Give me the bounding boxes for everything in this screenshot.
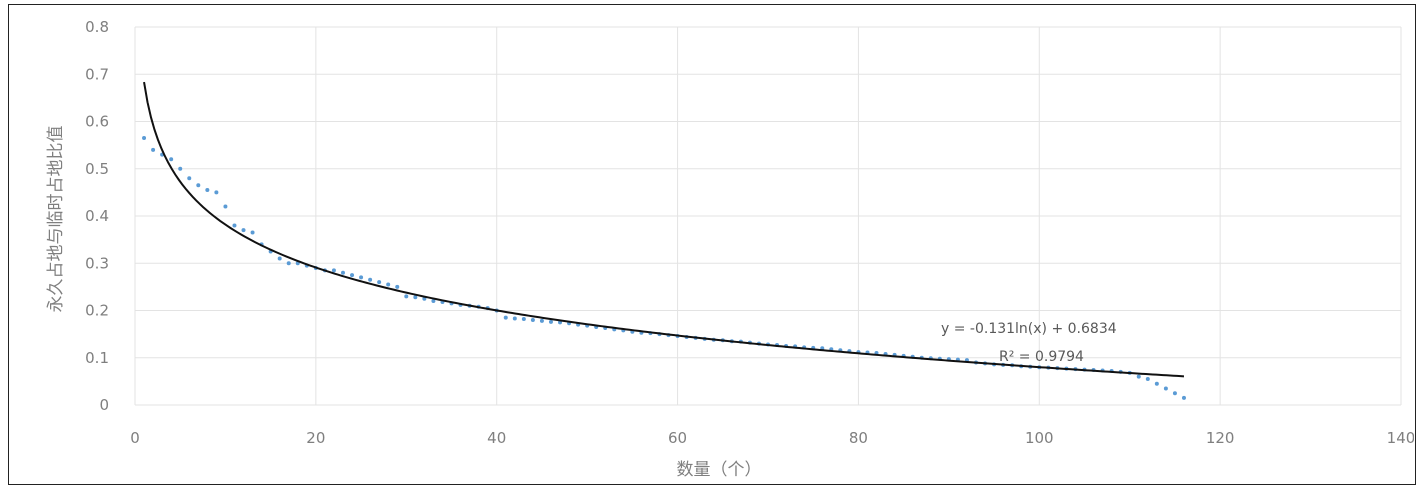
x-tick-label: 40 — [487, 429, 506, 447]
x-tick-label: 120 — [1206, 429, 1235, 447]
data-point — [386, 282, 391, 287]
trendline — [143, 81, 1185, 378]
data-point — [539, 318, 544, 323]
data-point — [187, 176, 192, 181]
data-point — [377, 280, 382, 285]
trend-layer — [143, 81, 1185, 378]
y-tick-label: 0.4 — [85, 207, 109, 225]
x-tick-label: 140 — [1387, 429, 1414, 447]
data-point — [223, 204, 228, 209]
grid-layer — [134, 26, 1402, 406]
x-tick-label: 0 — [130, 429, 140, 447]
data-point — [530, 317, 535, 322]
y-tick-label: 0.3 — [85, 254, 109, 272]
data-point — [1154, 381, 1159, 386]
data-point — [431, 299, 436, 304]
data-point — [404, 294, 409, 299]
data-point — [395, 284, 400, 289]
data-point — [196, 183, 201, 188]
data-point — [1181, 395, 1186, 400]
data-point — [286, 261, 291, 266]
data-point — [241, 228, 246, 233]
data-point — [151, 147, 156, 152]
trendline-equation: y = -0.131ln(x) + 0.6834 — [941, 321, 1117, 337]
x-axis-title: 数量（个） — [677, 460, 762, 480]
data-point — [368, 277, 373, 282]
data-point — [331, 268, 336, 273]
data-point — [1145, 377, 1150, 382]
y-tick-label: 0.1 — [85, 349, 109, 367]
y-tick-label: 0.2 — [85, 302, 109, 320]
data-point — [142, 136, 147, 141]
chart-svg: 0 0.1 0.2 0.3 0.4 0.5 0.6 0.7 0.8 0 20 40 60 80 100 120… — [46, 18, 1414, 480]
data-point — [548, 319, 553, 324]
data-point — [1172, 391, 1177, 396]
y-tick-label: 0.7 — [85, 65, 109, 83]
x-tick-label: 80 — [849, 429, 868, 447]
data-point — [350, 273, 355, 278]
data-point — [512, 316, 517, 321]
x-tick-label: 100 — [1025, 429, 1054, 447]
data-point — [169, 157, 174, 162]
data-point — [340, 270, 345, 275]
data-point — [503, 315, 508, 320]
chart-frame: 0 0.1 0.2 0.3 0.4 0.5 0.6 0.7 0.8 0 20 40 60 80 100 120… — [8, 4, 1416, 485]
y-tick-label: 0 — [99, 396, 109, 414]
y-tick-label: 0.6 — [85, 113, 109, 131]
y-tick-label: 0.8 — [85, 18, 109, 36]
data-point — [521, 317, 526, 322]
y-tick-label: 0.5 — [85, 160, 109, 178]
data-point — [232, 223, 237, 228]
data-point — [359, 275, 364, 280]
data-point — [1163, 386, 1168, 391]
trendline-r-squared: R² = 0.9794 — [999, 349, 1084, 365]
data-point — [178, 166, 183, 171]
y-axis-title: 永久占地与临时占地比值 — [46, 126, 66, 313]
data-point — [250, 230, 255, 235]
tick-layer: 0 0.1 0.2 0.3 0.4 0.5 0.6 0.7 0.8 0 20 40 60 80 100 120… — [85, 18, 1414, 447]
data-point — [205, 188, 210, 193]
data-point — [1136, 374, 1141, 379]
data-point — [413, 295, 418, 300]
data-point — [214, 190, 219, 195]
x-tick-label: 20 — [306, 429, 325, 447]
x-tick-label: 60 — [668, 429, 687, 447]
data-point — [277, 256, 282, 261]
